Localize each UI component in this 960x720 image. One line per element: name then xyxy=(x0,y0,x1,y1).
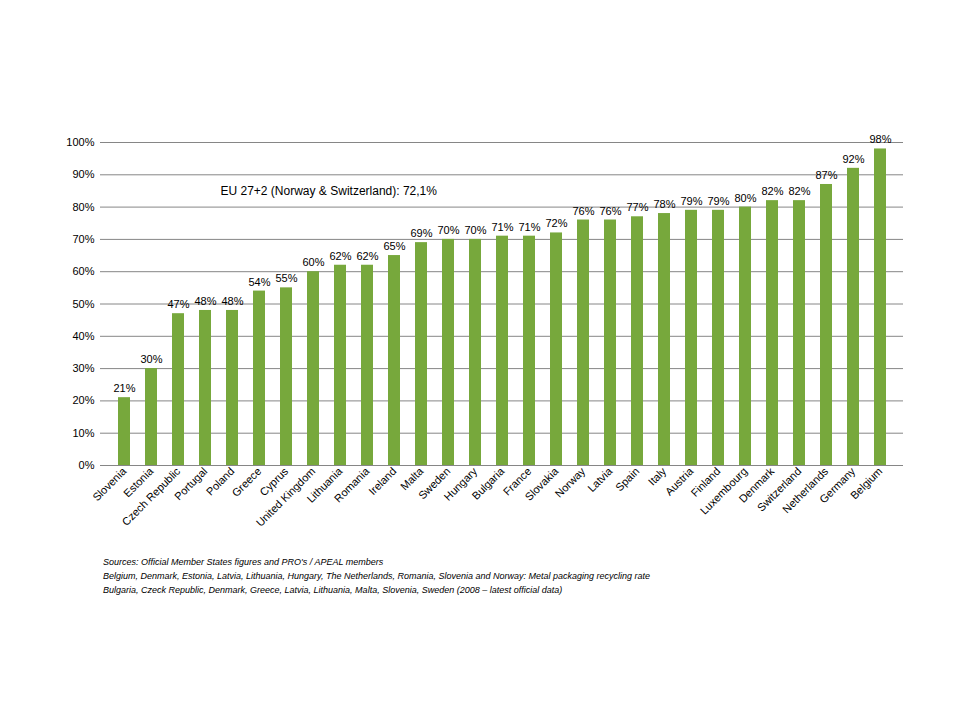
svg-text:Lithuania: Lithuania xyxy=(304,464,345,505)
svg-text:71%: 71% xyxy=(518,221,540,233)
svg-text:80%: 80% xyxy=(734,192,756,204)
svg-text:70%: 70% xyxy=(72,233,94,245)
svg-text:76%: 76% xyxy=(572,205,594,217)
svg-text:50%: 50% xyxy=(72,298,94,310)
svg-text:65%: 65% xyxy=(383,240,405,252)
svg-text:Estonia: Estonia xyxy=(121,464,156,500)
svg-text:Germany: Germany xyxy=(817,465,858,506)
svg-text:80%: 80% xyxy=(72,201,94,213)
svg-text:79%: 79% xyxy=(707,195,729,207)
html-text:Bulgaria, Czeck Republic, Denm: Bulgaria, Czeck Republic, Denmark, Greec… xyxy=(103,585,563,595)
svg-text:60%: 60% xyxy=(302,256,324,268)
svg-text:78%: 78% xyxy=(653,198,675,210)
svg-text:Norway: Norway xyxy=(553,465,588,500)
svg-text:69%: 69% xyxy=(410,227,432,239)
svg-text:Sweden: Sweden xyxy=(415,464,453,502)
svg-text:98%: 98% xyxy=(869,133,891,145)
svg-text:Netherlands: Netherlands xyxy=(780,464,831,516)
svg-text:Finland: Finland xyxy=(688,464,723,499)
svg-text:82%: 82% xyxy=(761,185,783,197)
svg-text:Greece: Greece xyxy=(229,465,263,499)
svg-text:21%: 21% xyxy=(113,382,135,394)
svg-text:0%: 0% xyxy=(79,459,95,471)
svg-text:60%: 60% xyxy=(72,265,94,277)
svg-text:72%: 72% xyxy=(545,217,567,229)
svg-text:Czech Republic: Czech Republic xyxy=(119,464,183,528)
svg-text:47%: 47% xyxy=(167,298,189,310)
svg-text:55%: 55% xyxy=(275,272,297,284)
svg-text:Malta: Malta xyxy=(397,464,426,493)
svg-text:Spain: Spain xyxy=(613,465,641,493)
svg-text:Portugal: Portugal xyxy=(172,465,209,502)
svg-text:Italy: Italy xyxy=(646,465,669,488)
svg-text:Luxembourg: Luxembourg xyxy=(697,464,750,517)
svg-text:United Kingdom: United Kingdom xyxy=(253,464,318,529)
svg-text:10%: 10% xyxy=(72,427,94,439)
svg-text:48%: 48% xyxy=(194,295,216,307)
svg-text:EU 27+2 (Norway & Switzerland): EU 27+2 (Norway & Switzerland): 72,1% xyxy=(221,184,438,198)
svg-text:79%: 79% xyxy=(680,195,702,207)
svg-text:30%: 30% xyxy=(140,353,162,365)
svg-text:Bulgaria: Bulgaria xyxy=(469,464,507,502)
svg-text:48%: 48% xyxy=(221,295,243,307)
svg-text:77%: 77% xyxy=(626,201,648,213)
svg-text:Belgium: Belgium xyxy=(848,465,885,502)
svg-text:71%: 71% xyxy=(491,221,513,233)
svg-text:Hungary: Hungary xyxy=(441,464,480,503)
svg-text:100%: 100% xyxy=(66,136,94,148)
svg-text:Slovakia: Slovakia xyxy=(523,464,562,503)
svg-text:Cyprus: Cyprus xyxy=(257,464,291,498)
svg-text:82%: 82% xyxy=(788,185,810,197)
svg-text:76%: 76% xyxy=(599,205,621,217)
svg-text:Romania: Romania xyxy=(332,464,372,504)
svg-text:Austria: Austria xyxy=(662,464,696,498)
svg-text:70%: 70% xyxy=(437,224,459,236)
svg-text:Slovenia: Slovenia xyxy=(90,464,129,503)
svg-text:Latvia: Latvia xyxy=(585,464,615,494)
html-text:Sources: Official Member State: Sources: Official Member States figures … xyxy=(103,557,384,567)
svg-text:92%: 92% xyxy=(842,153,864,165)
svg-text:Switzerland: Switzerland xyxy=(754,464,804,514)
svg-text:Ireland: Ireland xyxy=(366,465,398,497)
svg-text:20%: 20% xyxy=(72,394,94,406)
svg-text:62%: 62% xyxy=(329,250,351,262)
svg-text:Poland: Poland xyxy=(203,464,237,498)
svg-text:90%: 90% xyxy=(72,168,94,180)
svg-text:30%: 30% xyxy=(72,362,94,374)
svg-text:40%: 40% xyxy=(72,330,94,342)
svg-text:87%: 87% xyxy=(815,169,837,181)
svg-text:Denmark: Denmark xyxy=(736,464,777,505)
svg-text:54%: 54% xyxy=(248,276,270,288)
svg-text:62%: 62% xyxy=(356,250,378,262)
svg-text:France: France xyxy=(500,464,534,498)
svg-text:70%: 70% xyxy=(464,224,486,236)
html-text:Belgium, Denmark, Estonia, Lat: Belgium, Denmark, Estonia, Latvia, Lithu… xyxy=(103,571,651,581)
